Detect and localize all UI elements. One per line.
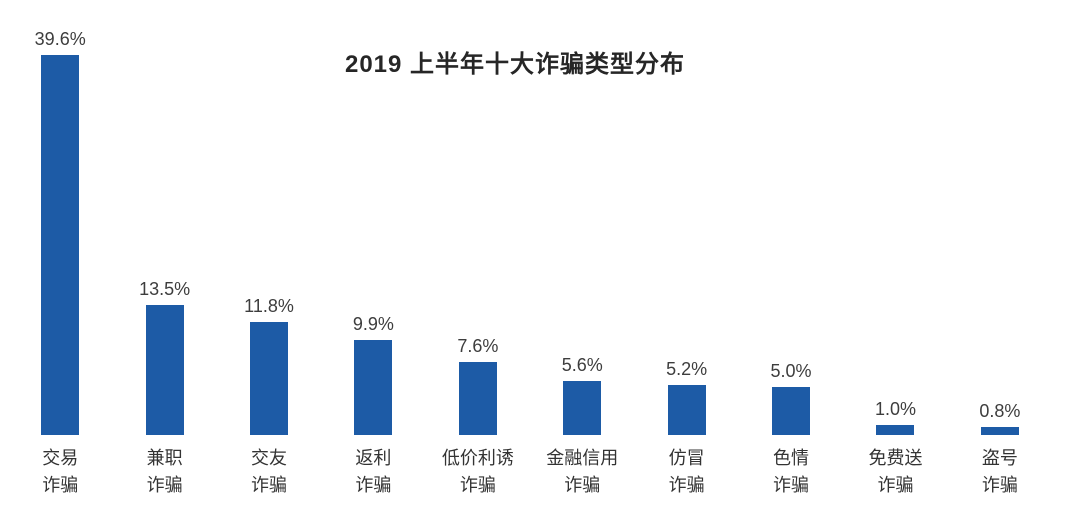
bar-group: 5.0% xyxy=(739,361,843,435)
category-label: 色情 诈骗 xyxy=(773,448,810,495)
bar xyxy=(354,339,393,435)
category-label: 金融信用 诈骗 xyxy=(546,448,619,495)
category-label: 交易 诈骗 xyxy=(42,448,79,495)
bar-value-label: 7.6% xyxy=(457,336,499,357)
category-label: 低价利诱 诈骗 xyxy=(441,448,514,495)
bar-group: 9.9% xyxy=(321,314,425,435)
bar xyxy=(458,362,497,435)
bar xyxy=(876,425,915,435)
bar-value-label: 5.0% xyxy=(770,361,812,381)
bar-value-label: 13.5% xyxy=(139,279,191,300)
bar xyxy=(667,385,706,435)
bar xyxy=(250,321,289,435)
category-label: 仿冒 诈骗 xyxy=(668,448,705,495)
bar xyxy=(563,381,602,435)
category-label: 盗号 诈骗 xyxy=(981,448,1018,495)
category-label: 兼职 诈骗 xyxy=(146,448,183,495)
bar xyxy=(145,305,184,435)
bar xyxy=(772,387,811,435)
bar-group: 5.6% xyxy=(530,355,634,435)
bar-group: 11.8% xyxy=(217,296,321,435)
bars-row: 39.6% 13.5% 11.8% 9.9% 7.6% 5.6% 5.2% 5.0% 1.0% 0… xyxy=(8,20,1052,435)
category-labels-row: 交易 诈骗 兼职 诈骗 交友 诈骗 返利 诈骗 低价利诱 诈骗 金融信用 诈骗 仿冒 诈骗 色… xyxy=(8,445,1052,499)
bar-group: 7.6% xyxy=(426,336,530,435)
bar-value-label: 11.8% xyxy=(244,295,294,316)
bar xyxy=(980,427,1019,435)
bar xyxy=(41,54,80,435)
bar-group: 1.0% xyxy=(843,399,947,435)
category-label: 免费送 诈骗 xyxy=(868,448,923,495)
bar-value-label: 5.6% xyxy=(561,355,603,376)
bar-group: 5.2% xyxy=(634,359,738,435)
category-label: 交友 诈骗 xyxy=(251,448,288,495)
bar-group: 13.5% xyxy=(112,279,216,435)
bar-value-label: 9.9% xyxy=(352,313,394,334)
plot-area: 39.6% 13.5% 11.8% 9.9% 7.6% 5.6% 5.2% 5.0% 1.0% 0… xyxy=(8,20,1052,499)
bar-value-label: 1.0% xyxy=(874,399,916,420)
bar-value-label: 0.8% xyxy=(979,401,1021,422)
category-label: 返利 诈骗 xyxy=(355,448,392,495)
bar-value-label: 39.6% xyxy=(34,28,86,49)
bar-group: 39.6% xyxy=(8,29,112,435)
bar-group: 0.8% xyxy=(948,401,1052,435)
chart-title: 2019 上半年十大诈骗类型分布 xyxy=(344,51,686,78)
bar-value-label: 5.2% xyxy=(666,359,708,380)
